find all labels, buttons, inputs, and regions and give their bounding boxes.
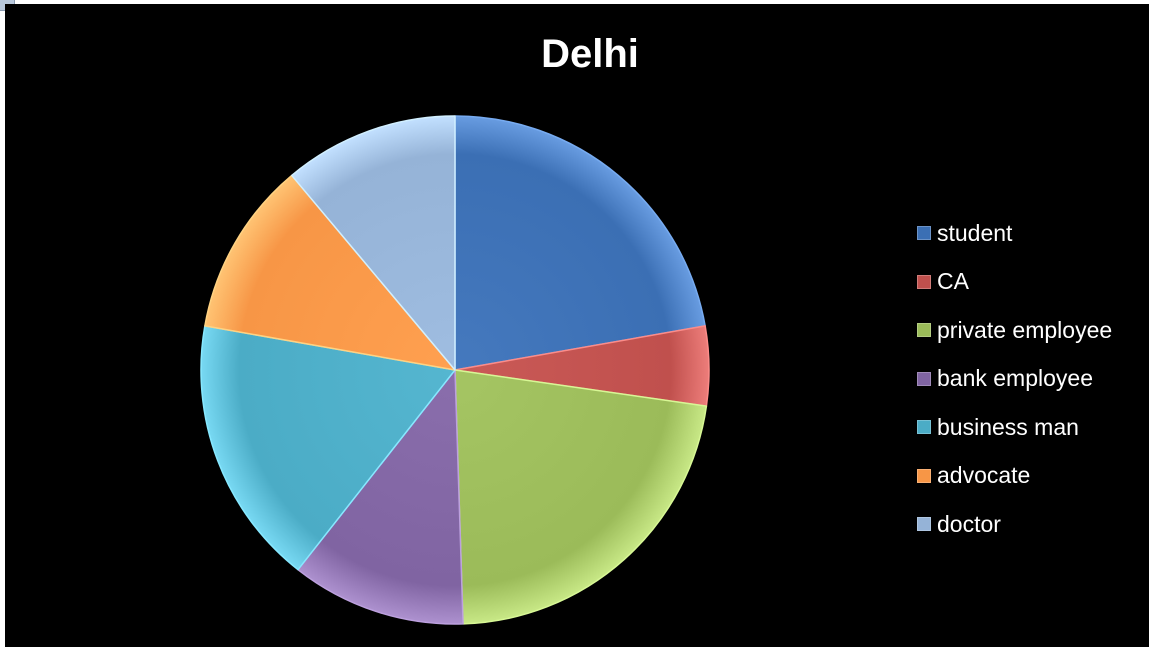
legend-label: business man [937, 413, 1079, 440]
pie-chart [200, 115, 710, 625]
pie-slice-student [454, 115, 706, 371]
legend: student CA private employee bank employee bu… [917, 209, 1112, 549]
legend-item: advocate [917, 452, 1112, 501]
legend-swatch [917, 226, 931, 241]
legend-label: student [937, 219, 1013, 246]
legend-label: CA [937, 268, 969, 295]
legend-label: bank employee [937, 365, 1093, 392]
legend-item: doctor [917, 500, 1112, 549]
legend-label: advocate [937, 462, 1031, 489]
chart-area: Delhi student CA private employee bank empl… [5, 4, 1149, 647]
legend-swatch [917, 420, 931, 435]
legend-item: business man [917, 403, 1112, 452]
legend-swatch [917, 517, 931, 532]
pie-slice-private-employee [454, 369, 708, 625]
chart-title: Delhi [541, 32, 639, 76]
pie-slice-bank-employee [297, 369, 464, 625]
legend-swatch [917, 468, 931, 483]
legend-item: bank employee [917, 355, 1112, 404]
legend-swatch [917, 274, 931, 289]
legend-swatch [917, 371, 931, 386]
pie-slice-business-man [200, 325, 456, 571]
legend-item: student [917, 209, 1112, 258]
legend-item: private employee [917, 306, 1112, 355]
legend-swatch [917, 323, 931, 338]
pie-slice-advocate [204, 174, 456, 371]
legend-item: CA [917, 258, 1112, 307]
pie-slice-doctor [290, 115, 456, 371]
legend-label: private employee [937, 316, 1113, 343]
legend-label: doctor [937, 510, 1001, 537]
